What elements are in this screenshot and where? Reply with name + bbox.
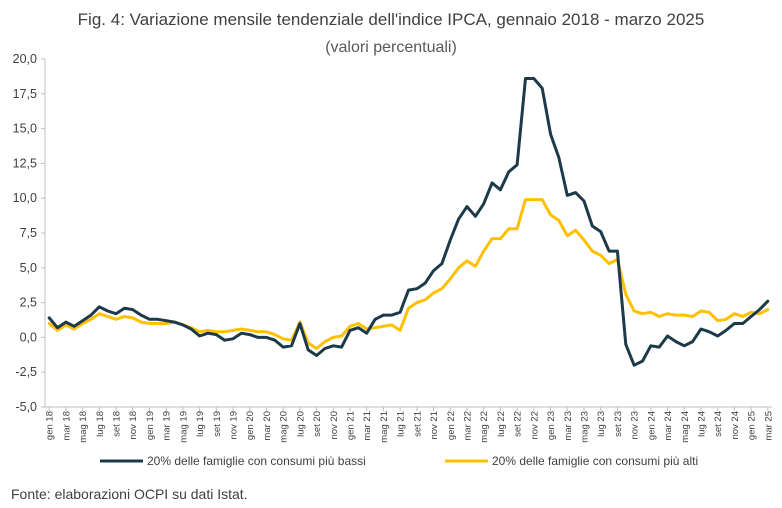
source-note: Fonte: elaborazioni OCPI su dati Istat. <box>11 486 248 502</box>
x-tick-label: gen 20 <box>245 411 256 440</box>
x-tick-label: mag 22 <box>479 411 490 443</box>
legend: 20% delle famiglie con consumi più bassi… <box>100 454 698 468</box>
x-tick-label: mar 23 <box>563 411 574 441</box>
x-tick-label: mar 18 <box>61 411 72 441</box>
x-tick-label: nov 19 <box>229 411 240 440</box>
x-tick-label: mag 18 <box>78 411 89 443</box>
x-tick-label: mag 24 <box>680 411 691 443</box>
y-tick-label: 0,0 <box>20 330 37 344</box>
y-tick-label: 17,5 <box>13 87 37 101</box>
x-tick-label: gen 25 <box>747 411 758 440</box>
plot-area: 20,0 17,5 15,0 12,5 10,0 7,5 5,0 2,5 0,0 -2,5 -5,0… <box>13 52 775 443</box>
x-tick-label: nov 20 <box>329 411 340 440</box>
legend-label-high: 20% delle famiglie con consumi più alti <box>492 454 698 468</box>
x-tick-label: gen 19 <box>145 411 156 440</box>
x-tick-label: nov 23 <box>630 411 641 440</box>
x-tick-label: gen 22 <box>446 411 457 440</box>
x-tick-label: set 22 <box>513 411 524 437</box>
x-tick-label: mag 21 <box>379 411 390 443</box>
x-tick-label: lug 20 <box>295 411 306 437</box>
x-tick-label: lug 23 <box>596 411 607 437</box>
x-tick-label: lug 21 <box>396 411 407 437</box>
x-tick-label: set 18 <box>112 411 123 437</box>
chart-subtitle: (valori percentuali) <box>325 39 457 56</box>
y-tick-label: 15,0 <box>13 122 37 136</box>
x-tick-label: nov 21 <box>429 411 440 440</box>
x-tick-label: mag 23 <box>579 411 590 443</box>
x-tick-label: gen 24 <box>646 411 657 440</box>
x-tick-label: lug 24 <box>696 411 707 437</box>
x-tick-label: mar 20 <box>262 411 273 441</box>
x-tick-label: nov 18 <box>128 411 139 440</box>
x-tick-label: mar 24 <box>663 411 674 441</box>
y-tick-label: 20,0 <box>13 52 37 66</box>
series-line-low <box>47 77 770 367</box>
y-tick-label: 10,0 <box>13 191 37 205</box>
x-tick-label: mar 19 <box>162 411 173 441</box>
x-tick-label: lug 18 <box>95 411 106 437</box>
x-tick-label: gen 23 <box>546 411 557 440</box>
x-tick-label: nov 22 <box>529 411 540 440</box>
y-tick-label: -5,0 <box>15 400 37 414</box>
x-tick-label: gen 21 <box>346 411 357 440</box>
x-tick-label: mar 21 <box>362 411 373 441</box>
x-tick-label: lug 19 <box>195 411 206 437</box>
y-tick-label: -2,5 <box>15 365 37 379</box>
y-tick-label: 2,5 <box>20 296 37 310</box>
x-tick-label: nov 24 <box>730 411 741 440</box>
chart-title: Fig. 4: Variazione mensile tendenziale d… <box>78 10 705 29</box>
x-tick-label: mag 20 <box>279 411 290 443</box>
x-tick-label: lug 22 <box>496 411 507 437</box>
x-tick-label: set 21 <box>412 411 423 437</box>
y-tick-label: 5,0 <box>20 261 37 275</box>
y-tick-label: 7,5 <box>20 226 37 240</box>
x-tick-label: set 19 <box>212 411 223 437</box>
x-tick-label: mar 25 <box>763 411 774 441</box>
x-tick-label: set 23 <box>613 411 624 437</box>
x-tick-label: mar 22 <box>462 411 473 441</box>
legend-label-low: 20% delle famiglie con consumi più bassi <box>147 454 366 468</box>
x-tick-label: set 24 <box>713 411 724 437</box>
x-tick-label: set 20 <box>312 411 323 437</box>
y-tick-label: 12,5 <box>13 156 37 170</box>
x-tick-label: gen 18 <box>45 411 56 440</box>
series-line-high <box>47 198 770 350</box>
x-tick-label: mag 19 <box>178 411 189 443</box>
